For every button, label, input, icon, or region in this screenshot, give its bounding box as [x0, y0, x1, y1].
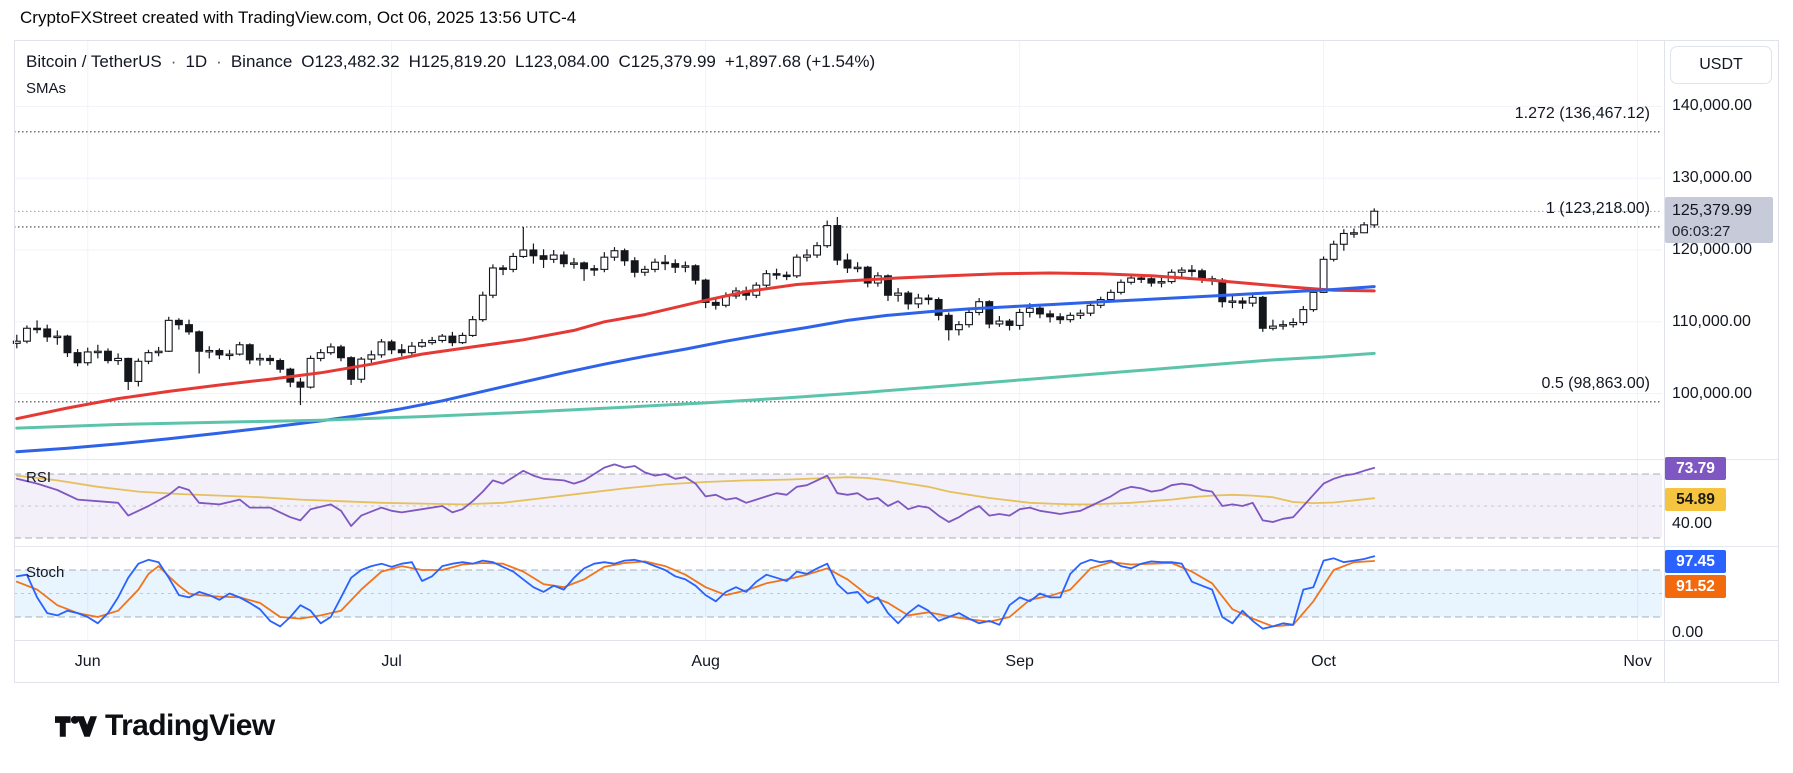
fib-level-lines: [14, 131, 1662, 403]
rsi-line: [15, 463, 1376, 527]
stoch-k-badge: 97.45: [1665, 550, 1726, 573]
price-tick-label: 110,000.00: [1672, 312, 1751, 330]
rsi-axis-tick: 40.00: [1672, 515, 1713, 532]
month-label: Nov: [1623, 653, 1652, 670]
interval-label[interactable]: 1D: [185, 52, 208, 71]
month-label: Oct: [1311, 653, 1336, 670]
month-label: Jul: [381, 653, 402, 670]
sma-mid-line: [15, 285, 1376, 454]
bar-countdown: 06:03:27: [1672, 222, 1731, 240]
ohlc-open: O123,482.32: [301, 52, 400, 71]
ohlc-low: L123,084.00: [514, 52, 610, 71]
sma-fast-line: [15, 271, 1376, 421]
currency-unit-button[interactable]: USDT: [1670, 46, 1772, 84]
stoch-d-badge: 91.52: [1665, 575, 1726, 598]
stoch-k-line: [15, 555, 1376, 630]
fib-level-label: 1 (123,218.00): [1545, 199, 1650, 217]
month-label: Aug: [691, 653, 720, 670]
gridlines: [14, 40, 1662, 640]
indicator-bands: [14, 474, 1662, 617]
watermark-header: CryptoFXStreet created with TradingView.…: [20, 8, 577, 27]
indicator-level-lines: [14, 473, 1662, 618]
indicator-group-label[interactable]: SMAs: [26, 80, 67, 97]
pane-frame: [14, 40, 1779, 683]
price-tick-label: 120,000.00: [1672, 241, 1753, 258]
rsi-value-badge: 73.79: [1665, 457, 1726, 480]
last-price-value: 125,379.99: [1672, 201, 1753, 219]
fib-level-label: 1.272 (136,467.12): [1514, 104, 1650, 122]
rsi-pane-label[interactable]: RSI: [26, 469, 52, 486]
tradingview-logo-text: TradingView: [105, 709, 275, 742]
price-tick-label: 140,000.00: [1672, 97, 1753, 115]
symbol-name[interactable]: Bitcoin / TetherUS: [26, 52, 162, 71]
ohlc-change: +1,897.68 (+1.54%): [724, 52, 876, 71]
month-label: Sep: [1005, 653, 1034, 670]
tradingview-logo-icon: [55, 716, 97, 737]
exchange-label: Binance: [230, 52, 293, 71]
sma-slow-line: [15, 351, 1376, 430]
symbol-legend: Bitcoin / TetherUS · 1D · Binance O123,4…: [26, 52, 884, 72]
ohlc-high: H125,819.20: [408, 52, 506, 71]
tradingview-logo[interactable]: TradingView: [55, 706, 275, 746]
last-price-badge: 125,379.99 06:03:27: [1665, 197, 1773, 243]
month-label: Jun: [74, 653, 101, 670]
fib-level-label: 0.5 (98,863.00): [1541, 374, 1650, 392]
ohlc-close: C125,379.99: [618, 52, 716, 71]
stoch-pane-label[interactable]: Stoch: [26, 564, 65, 581]
legend-separator: ·: [216, 52, 222, 71]
stoch-axis-tick: 0.00: [1672, 624, 1704, 641]
price-tick-label: 100,000.00: [1672, 384, 1753, 402]
legend-separator: ·: [170, 52, 177, 71]
rsi-ma-badge: 54.89: [1665, 488, 1726, 511]
candlestick-series: [12, 208, 1379, 406]
price-tick-label: 130,000.00: [1672, 169, 1753, 187]
